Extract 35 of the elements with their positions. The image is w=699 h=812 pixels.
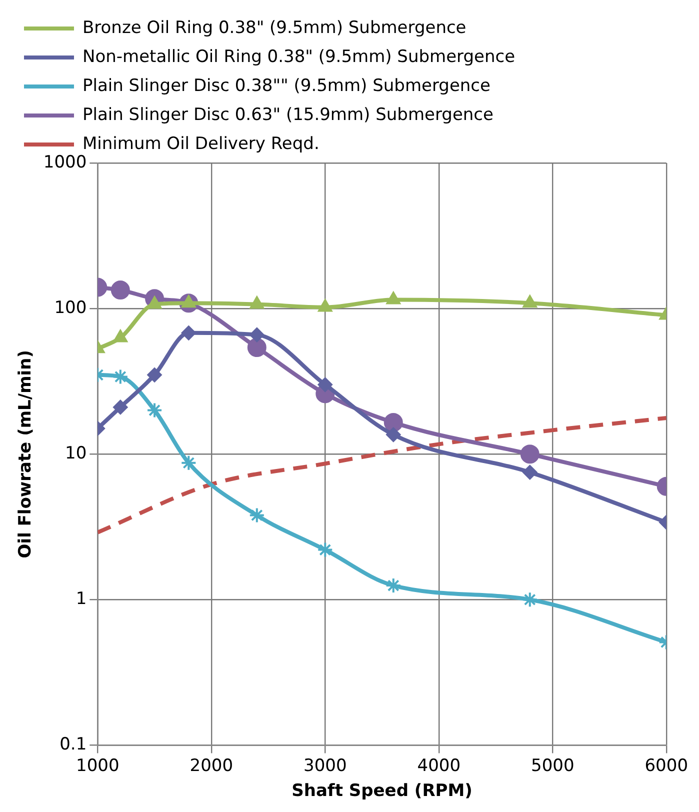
point: [181, 325, 196, 340]
point: [147, 367, 162, 382]
point: [520, 444, 540, 464]
point: [112, 400, 128, 415]
x-tick-label: 3000: [304, 756, 347, 776]
point: [247, 338, 266, 357]
point: [110, 280, 130, 300]
legend-label: Bronze Oil Ring 0.38" (9.5mm) Submergence: [82, 18, 466, 38]
x-tick-label: 4000: [417, 756, 461, 776]
point: [522, 464, 538, 480]
x-tick-label: 2000: [190, 756, 234, 776]
x-tick-label: 5000: [530, 756, 574, 776]
point: [522, 592, 538, 608]
point: [112, 368, 128, 385]
point: [180, 454, 197, 471]
point: [317, 542, 334, 558]
point: [249, 327, 264, 342]
point: [386, 427, 401, 442]
y-tick-label: 10: [65, 444, 87, 464]
legend-label: Minimum Oil Delivery Reqd.: [82, 134, 320, 154]
y-tick-label: 1: [76, 589, 87, 610]
point: [385, 578, 402, 594]
legend-label: Non-metallic Oil Ring 0.38" (9.5mm) Submergence: [82, 46, 516, 67]
x-tick-label: 6000: [644, 756, 688, 776]
legend-label: Plain Slinger Disc 0.38"" (9.5mm) Submergence: [82, 76, 490, 96]
legend-label: Plain Slinger Disc 0.63" (15.9mm) Submergence: [82, 104, 494, 125]
x-axis-title: Shaft Speed (RPM): [292, 781, 472, 802]
point: [384, 412, 403, 432]
point: [318, 377, 333, 392]
point: [146, 402, 163, 418]
y-axis-title: Oil Flowrate (mL/min): [16, 350, 36, 558]
y-tick-label: 100: [54, 298, 87, 318]
y-tick-label: 1000: [43, 152, 87, 172]
point: [248, 507, 265, 524]
y-tick-label: 0.1: [60, 734, 87, 755]
